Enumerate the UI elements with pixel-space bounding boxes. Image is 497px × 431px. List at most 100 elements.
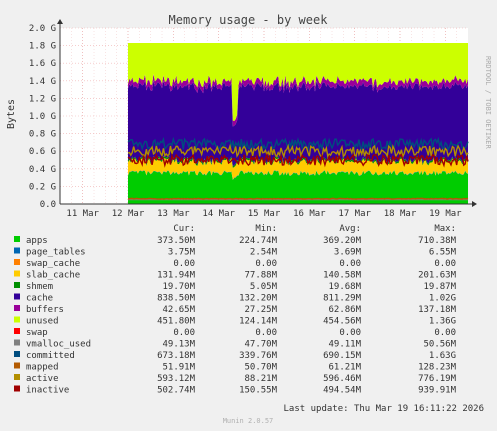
x-tick-label: 14 Mar <box>202 209 235 219</box>
legend-value: 49.11M <box>328 340 361 350</box>
legend-swatch-buffers <box>14 305 20 311</box>
legend-value: 50.56M <box>423 340 456 350</box>
chart-title: Memory usage - by week <box>169 13 329 27</box>
y-axis-arrow <box>57 19 63 24</box>
legend-value: 137.18M <box>418 305 457 315</box>
x-tick-label: 13 Mar <box>157 209 190 219</box>
legend-value: 1.02G <box>429 294 456 304</box>
legend-value: 838.50M <box>157 294 196 304</box>
legend-value: 690.15M <box>323 351 362 361</box>
legend-swatch-swap-cache <box>14 259 20 265</box>
legend-name-swap: swap <box>26 328 48 338</box>
legend-value: 0.00 <box>173 328 195 338</box>
x-tick-label: 12 Mar <box>112 209 145 219</box>
legend-value: 77.88M <box>244 271 277 281</box>
legend-value: 47.70M <box>244 340 277 350</box>
legend-value: 673.18M <box>157 351 196 361</box>
y-tick-label: 1.2 G <box>29 94 56 104</box>
y-tick-label: 2.0 G <box>29 24 56 34</box>
legend-value: 88.21M <box>244 374 277 384</box>
series-line-active <box>127 143 469 159</box>
legend-value: 0.00 <box>255 328 277 338</box>
x-tick-label: 16 Mar <box>293 209 326 219</box>
legend-value: 50.70M <box>244 363 277 373</box>
legend-value: 502.74M <box>157 386 196 396</box>
legend-value: 131.94M <box>157 271 196 281</box>
x-axis-arrow <box>472 201 477 207</box>
y-tick-label: 1.8 G <box>29 42 56 52</box>
y-tick-label: 1.6 G <box>29 59 56 69</box>
last-update-text: Last update: Thu Mar 19 16:11:22 2026 <box>284 404 484 414</box>
x-tick-label: 17 Mar <box>338 209 371 219</box>
munin-version-footer: Munin 2.0.57 <box>223 417 274 425</box>
legend-name-vmalloc-used: vmalloc_used <box>26 340 91 350</box>
legend-column-header: Max: <box>434 224 456 234</box>
legend-value: 494.54M <box>323 386 362 396</box>
legend-swatch-cache <box>14 293 20 300</box>
legend-swatch-mapped <box>14 362 20 369</box>
legend-swatch-inactive <box>14 385 20 392</box>
legend-swatch-committed <box>14 351 20 357</box>
y-tick-label: 0.4 G <box>29 165 56 175</box>
x-tick-label: 19 Mar <box>429 209 462 219</box>
legend-value: 49.13M <box>162 340 195 350</box>
legend-value: 19.68M <box>328 282 361 292</box>
legend-value: 3.75M <box>168 248 196 258</box>
y-tick-label: 0.8 G <box>29 130 56 140</box>
legend-value: 6.55M <box>429 248 457 258</box>
y-tick-label: 0.6 G <box>29 147 56 157</box>
series-line-mapped <box>127 197 469 200</box>
legend-value: 0.00 <box>173 259 195 269</box>
legend-value: 0.00 <box>434 259 456 269</box>
legend-value: 140.58M <box>323 271 362 281</box>
x-tick-label: 15 Mar <box>248 209 281 219</box>
legend-value: 224.74M <box>239 236 278 246</box>
legend-swatch-vmalloc-used <box>14 339 20 346</box>
legend-value: 1.36G <box>429 317 456 327</box>
legend-swatch-shmem <box>14 282 20 288</box>
legend-value: 51.91M <box>162 363 195 373</box>
legend-value: 596.46M <box>323 374 362 384</box>
legend-value: 1.63G <box>429 351 456 361</box>
legend-value: 369.20M <box>323 236 362 246</box>
legend-column-header: Cur: <box>173 224 195 234</box>
y-tick-label: 0.0 <box>40 200 56 210</box>
legend-value: 710.38M <box>418 236 457 246</box>
x-tick-label: 11 Mar <box>66 209 99 219</box>
legend: Cur: Min: Avg: Max: apps 373.50M 224.74M 369.20… <box>14 224 457 396</box>
legend-value: 3.69M <box>334 248 362 258</box>
legend-name-active: active <box>26 374 59 384</box>
legend-value: 373.50M <box>157 236 196 246</box>
legend-name-shmem: shmem <box>26 282 53 292</box>
legend-name-committed: committed <box>26 351 75 361</box>
legend-swatch-swap <box>14 328 20 334</box>
legend-value: 2.54M <box>250 248 278 258</box>
legend-column-header: Avg: <box>339 224 361 234</box>
legend-value: 19.70M <box>162 282 195 292</box>
legend-value: 124.14M <box>239 317 278 327</box>
legend-swatch-apps <box>14 236 20 242</box>
legend-name-mapped: mapped <box>26 363 59 373</box>
series-area-slab-cache <box>128 157 468 180</box>
legend-value: 0.00 <box>434 328 456 338</box>
legend-value: 811.29M <box>323 294 362 304</box>
legend-name-inactive: inactive <box>26 386 69 396</box>
legend-swatch-page-tables <box>14 247 20 254</box>
legend-value: 0.00 <box>255 259 277 269</box>
series-area-apps <box>128 170 468 204</box>
legend-value: 454.56M <box>323 317 362 327</box>
legend-value: 5.05M <box>250 282 278 292</box>
y-axis-label: Bytes <box>6 99 17 129</box>
series-area-unused <box>128 42 468 121</box>
legend-value: 939.91M <box>418 386 457 396</box>
legend-name-cache: cache <box>26 294 53 304</box>
legend-name-apps: apps <box>26 236 48 246</box>
axis-layer: 11 Mar 12 Mar 13 Mar 14 Mar 15 Mar 16 Mar 17 M… <box>29 19 477 219</box>
side-watermark-label: RRDTOOL / TOBI OETIKER <box>484 56 492 150</box>
legend-value: 61.21M <box>328 363 361 373</box>
legend-value: 27.25M <box>244 305 277 315</box>
legend-value: 0.00 <box>339 328 361 338</box>
y-tick-label: 0.2 G <box>29 182 56 192</box>
legend-value: 339.76M <box>239 351 278 361</box>
